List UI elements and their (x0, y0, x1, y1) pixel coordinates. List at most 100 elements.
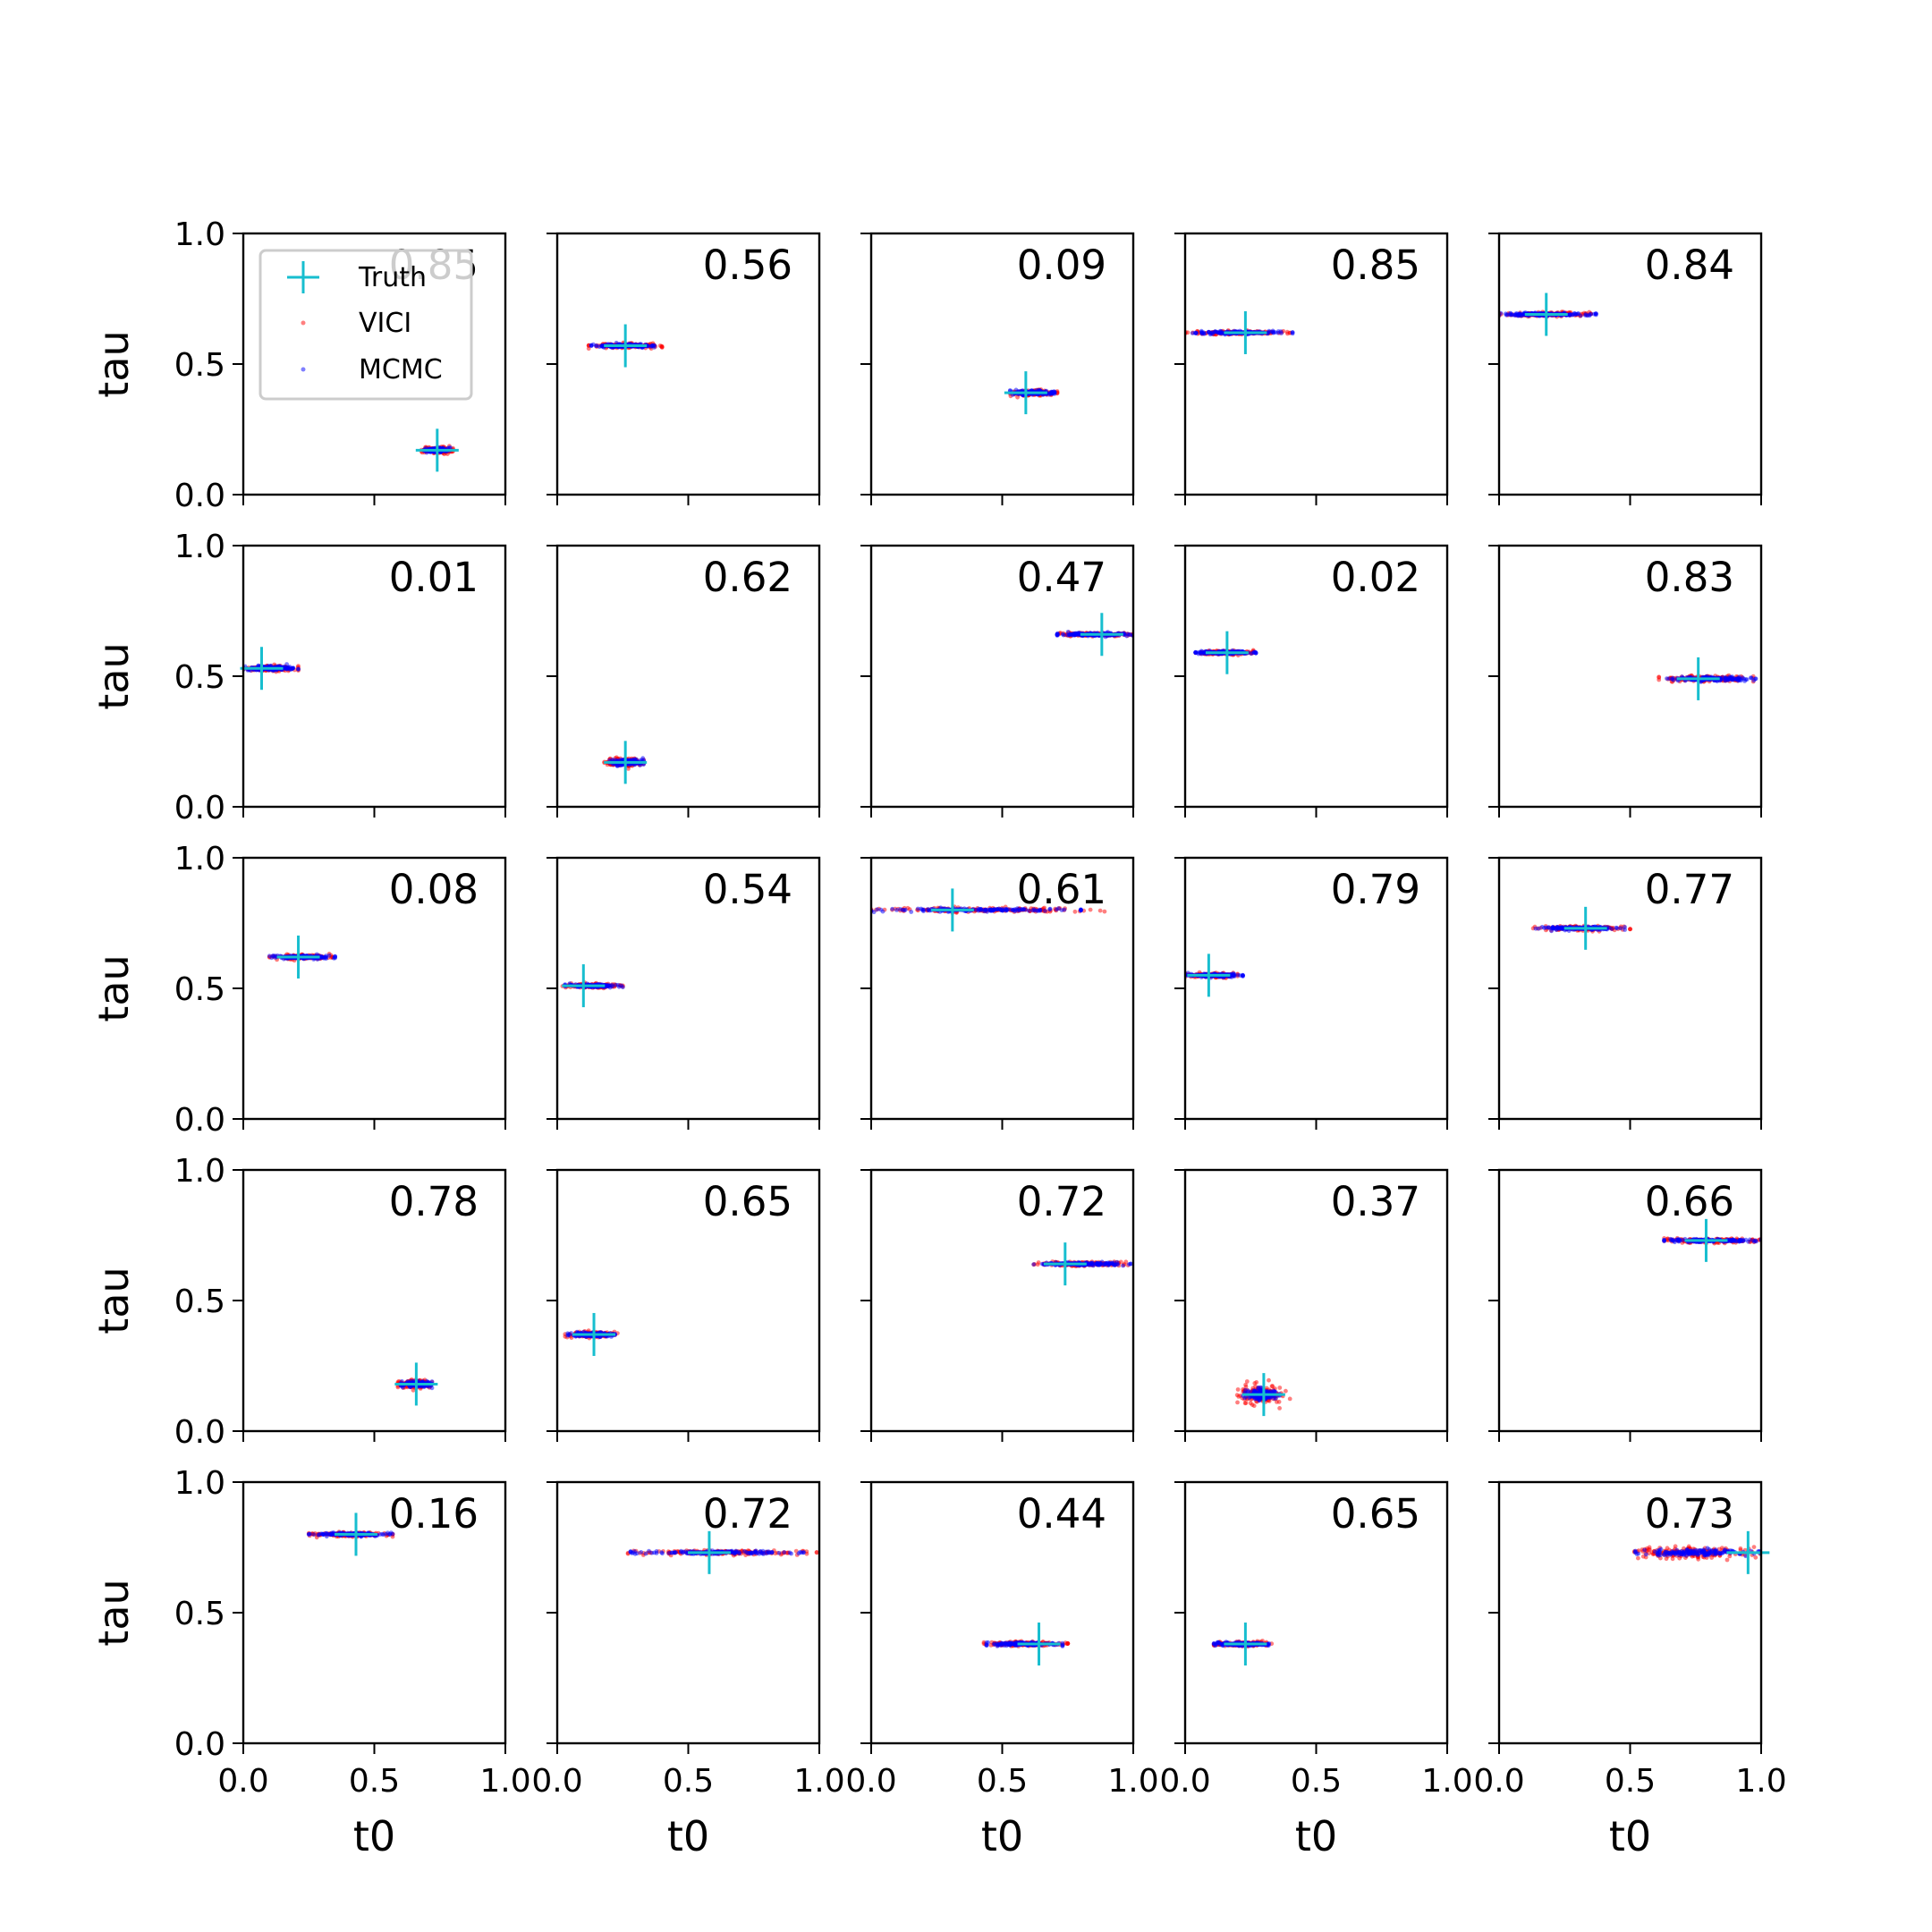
vici-point (659, 344, 665, 350)
mcmc-point (1019, 907, 1024, 911)
mcmc-point (1587, 313, 1592, 318)
mcmc-point (1076, 631, 1080, 637)
mcmc-point (1279, 331, 1284, 335)
mcmc-point (1011, 907, 1015, 912)
panel-label: 0.09 (1017, 242, 1106, 289)
mcmc-point (1238, 973, 1243, 978)
panel: 0.61 (860, 856, 1135, 1130)
mcmc-point (1671, 677, 1676, 682)
mcmc-point (909, 910, 914, 914)
mcmc-point (1253, 649, 1258, 655)
mcmc-point (979, 908, 984, 912)
mcmc-point (1036, 908, 1041, 913)
mcmc-point (319, 954, 325, 960)
mcmc-point (616, 984, 622, 989)
mcmc-point (1056, 906, 1061, 911)
mcmc-point (296, 666, 301, 672)
mcmc-point (1070, 631, 1075, 637)
mcmc-point (632, 757, 638, 762)
mcmc-point (1509, 311, 1513, 317)
panel: 0.79 (1174, 856, 1449, 1130)
y-tick-label: 0.5 (174, 971, 225, 1008)
panel-label: 0.01 (389, 554, 479, 601)
mcmc-point (1749, 675, 1754, 681)
mcmc-point (880, 909, 886, 914)
mcmc-point (921, 909, 926, 914)
panel-label: 0.56 (703, 242, 792, 289)
mcmc-point (1193, 331, 1199, 335)
mcmc-point (1232, 971, 1237, 977)
panel-label: 0.47 (1017, 554, 1106, 601)
mcmc-point (1217, 328, 1223, 334)
panel: 0.09 (860, 232, 1135, 505)
vici-point (1657, 674, 1662, 680)
mcmc-point (1567, 312, 1572, 318)
mcmc-point (618, 763, 623, 768)
panel: 0.85 (1174, 232, 1449, 505)
mcmc-point (324, 956, 328, 962)
mcmc-point (1208, 332, 1213, 337)
vici-point (1102, 909, 1107, 914)
y-tick-label: 1.0 (174, 529, 225, 565)
y-tick-label: 0.0 (174, 1102, 225, 1139)
mcmc-point (640, 756, 646, 761)
mcmc-point (287, 667, 292, 672)
mcmc-point (902, 908, 907, 912)
mcmc-point (1614, 925, 1619, 930)
mcmc-point (1199, 651, 1205, 657)
mcmc-point (1743, 677, 1749, 682)
mcmc-point (1753, 676, 1758, 682)
panel-label: 0.61 (1017, 866, 1106, 913)
panel-label: 0.83 (1645, 554, 1734, 601)
mcmc-point (1504, 312, 1509, 318)
y-tick-label: 0.0 (174, 790, 225, 826)
panel-label: 0.79 (1331, 866, 1420, 913)
mcmc-point (1047, 907, 1052, 912)
mcmc-point (1026, 908, 1031, 913)
mcmc-point (890, 906, 894, 911)
mcmc-point (1740, 675, 1745, 681)
mcmc-point (988, 907, 993, 912)
panel: 0.47 (860, 544, 1135, 818)
mcmc-point (1060, 631, 1065, 637)
vici-point (1628, 927, 1632, 932)
mcmc-point (606, 982, 611, 987)
mcmc-point (326, 953, 332, 958)
mcmc-point (875, 907, 880, 912)
mcmc-point (915, 906, 920, 911)
mcmc-point (1270, 328, 1275, 334)
mcmc-point (1666, 676, 1672, 682)
panel: 0.02 (1174, 544, 1449, 818)
panel-label: 0.54 (703, 866, 792, 913)
mcmc-point (894, 908, 899, 912)
mcmc-point (1125, 631, 1130, 637)
mcmc-point (1005, 907, 1010, 911)
mcmc-point (1623, 925, 1627, 929)
panel: 0.77 (1488, 856, 1763, 1130)
mcmc-point (1572, 311, 1577, 316)
mcmc-point (1723, 675, 1728, 681)
mcmc-point (1733, 677, 1739, 682)
vici-point (1284, 329, 1290, 335)
y-axis-label: tau (89, 954, 138, 1021)
mcmc-point (1193, 650, 1199, 655)
panel: 0.62 (547, 544, 821, 818)
panel-label: 0.84 (1645, 242, 1734, 289)
mcmc-point (1515, 313, 1521, 318)
mcmc-point (1213, 329, 1217, 335)
mcmc-point (614, 982, 618, 987)
mcmc-point (995, 907, 1000, 912)
panel-label: 0.62 (703, 554, 792, 601)
vici-point (1088, 907, 1093, 912)
mcmc-point (997, 907, 1003, 912)
mcmc-point (1046, 392, 1052, 397)
mcmc-point (1618, 926, 1623, 931)
vici-point (626, 767, 631, 771)
mcmc-point (1267, 328, 1272, 334)
mcmc-point (589, 343, 594, 348)
y-tick-label: 0.5 (174, 347, 225, 384)
mcmc-point (1533, 926, 1538, 931)
